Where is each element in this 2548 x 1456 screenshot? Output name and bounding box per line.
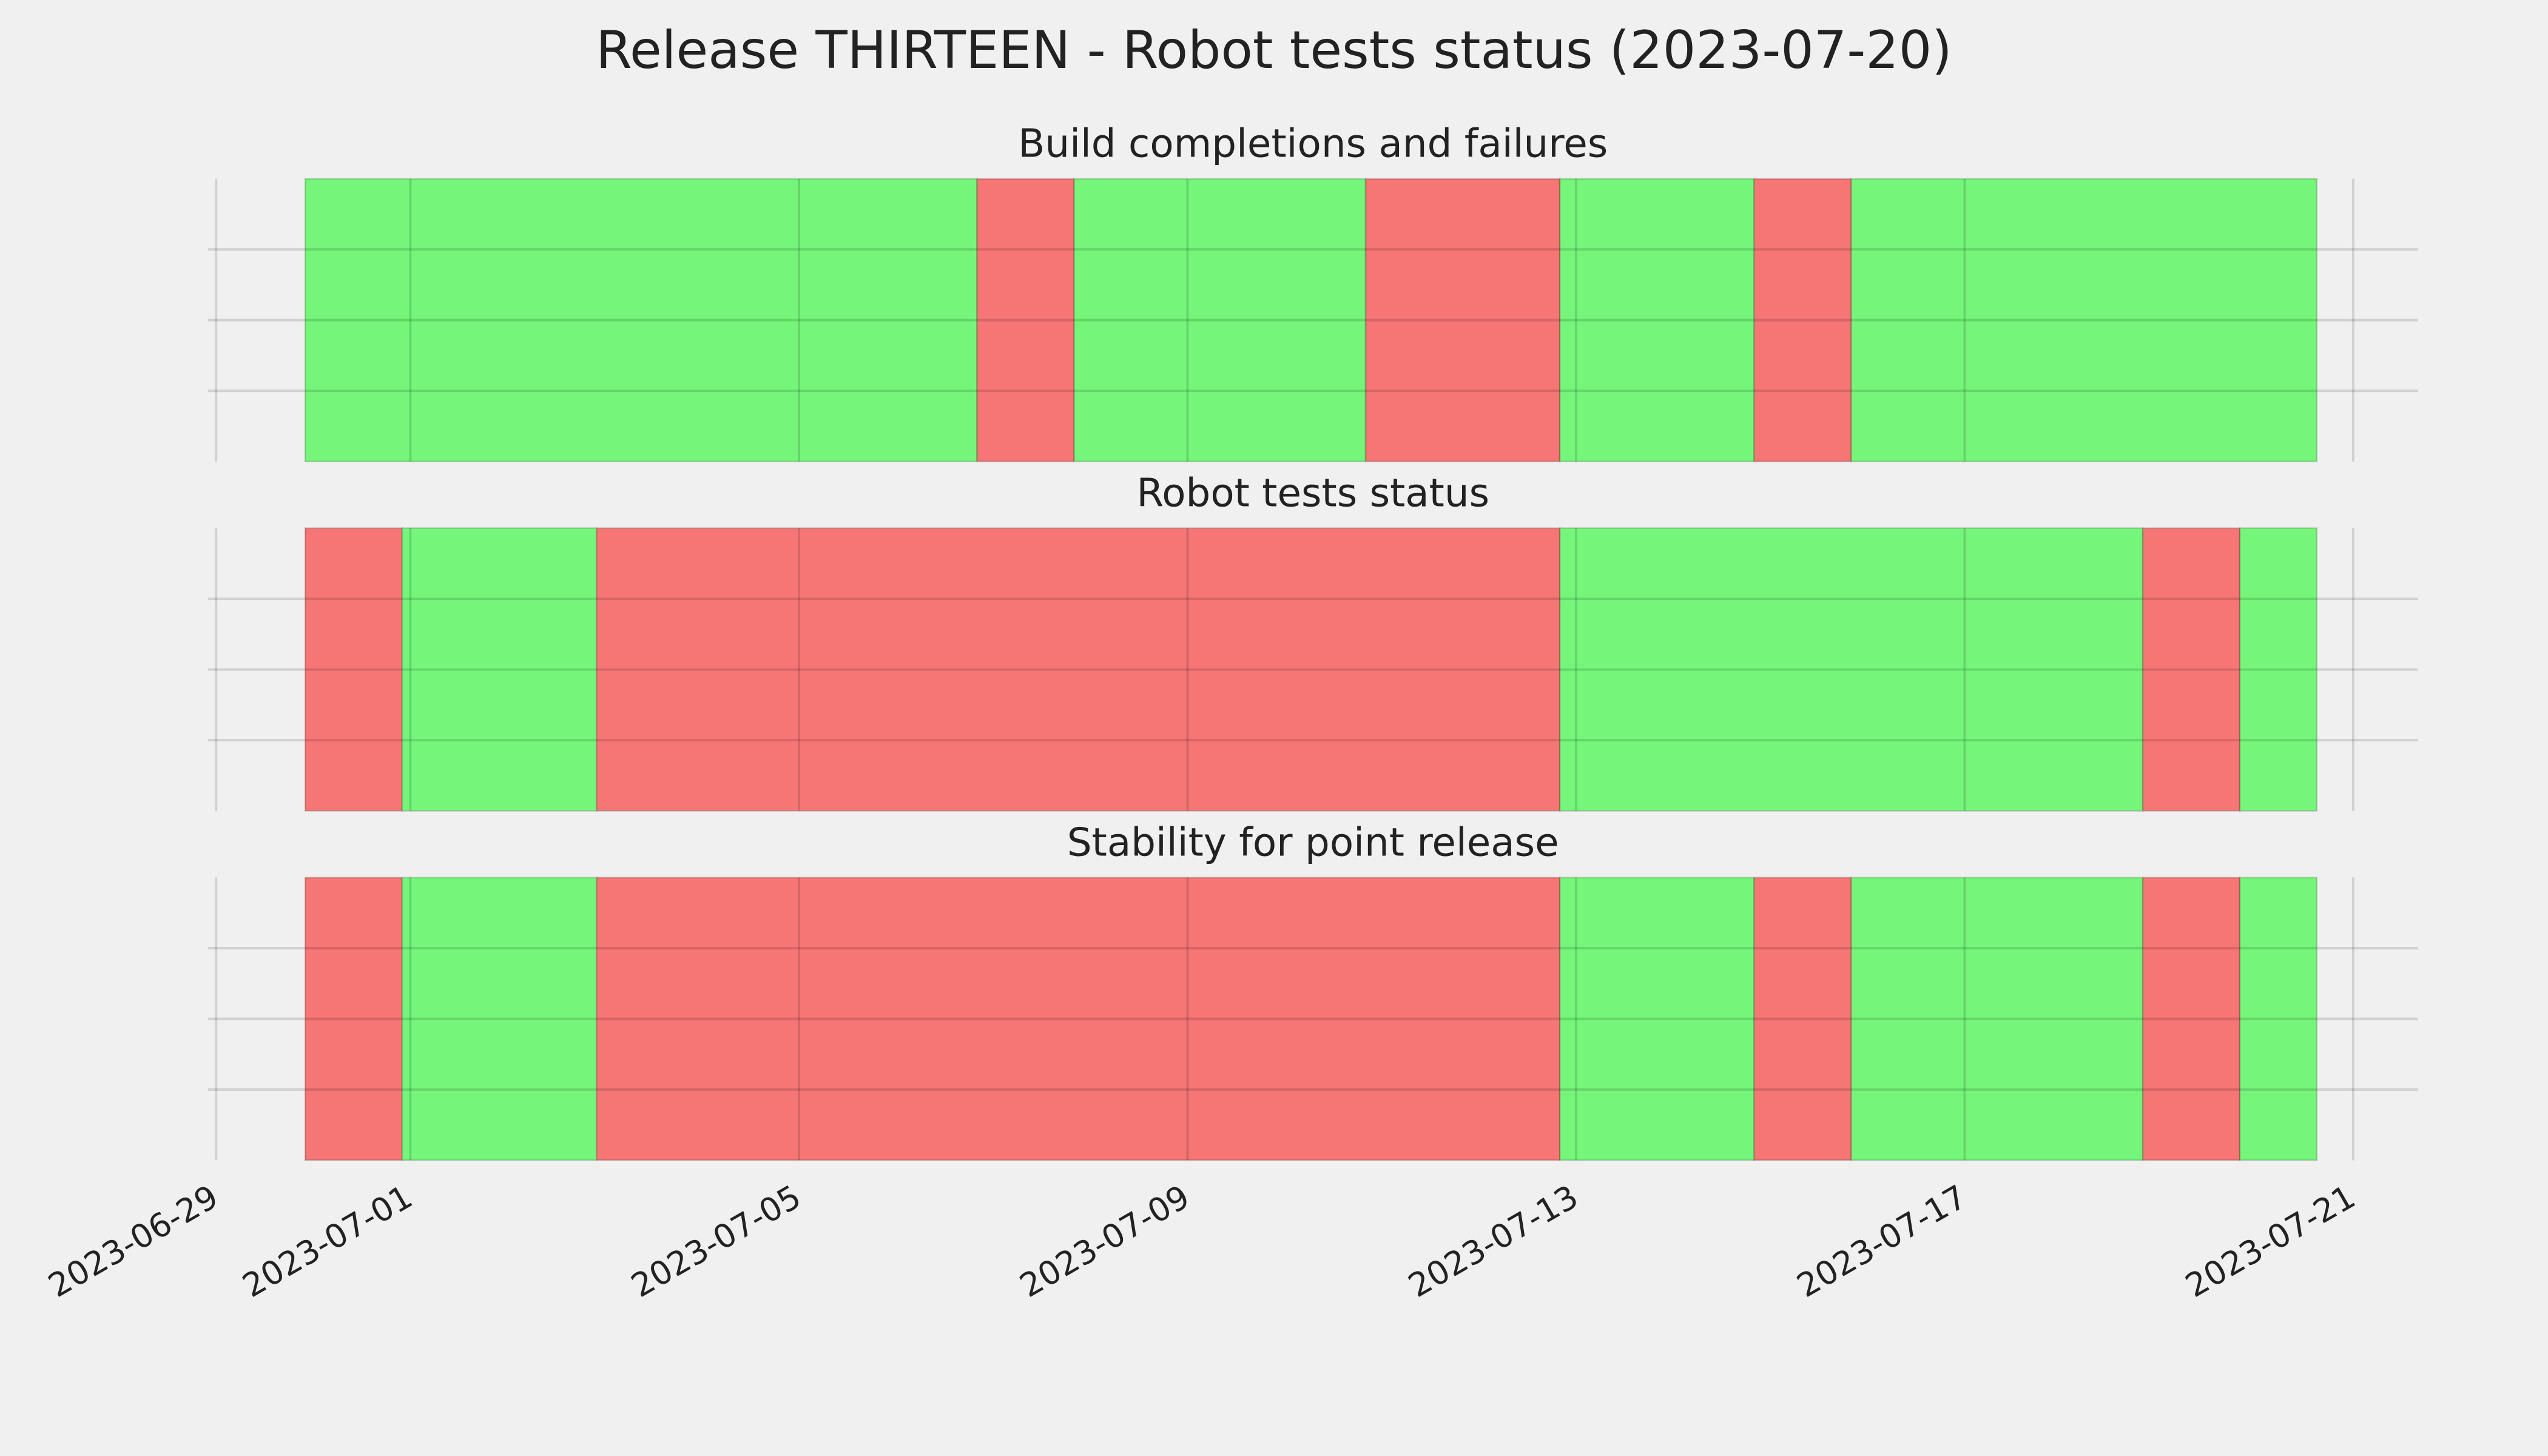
status-span (2142, 527, 2241, 812)
status-span (1850, 178, 2318, 463)
status-span (596, 527, 1561, 812)
status-span (304, 178, 978, 463)
status-span (401, 877, 598, 1161)
status-span (596, 877, 1561, 1161)
status-span (1753, 877, 1852, 1161)
status-span (304, 877, 403, 1161)
subplot-title: Stability for point release (1067, 820, 1559, 865)
status-span (976, 178, 1075, 463)
subplot-title: Build completions and failures (1018, 121, 1608, 167)
status-span (1753, 178, 1852, 463)
figure-title: Release THIRTEEN - Robot tests status (2… (596, 20, 1952, 81)
status-span (1559, 178, 1755, 463)
status-span (2142, 877, 2241, 1161)
status-span (401, 527, 598, 812)
subplot-title: Robot tests status (1136, 471, 1489, 516)
status-span (304, 527, 403, 812)
status-span (1559, 527, 2144, 812)
status-span (1559, 877, 1755, 1161)
status-span (2239, 527, 2318, 812)
status-span (2239, 877, 2318, 1161)
status-span (1364, 178, 1561, 463)
status-span (1850, 877, 2144, 1161)
status-span (1073, 178, 1367, 463)
